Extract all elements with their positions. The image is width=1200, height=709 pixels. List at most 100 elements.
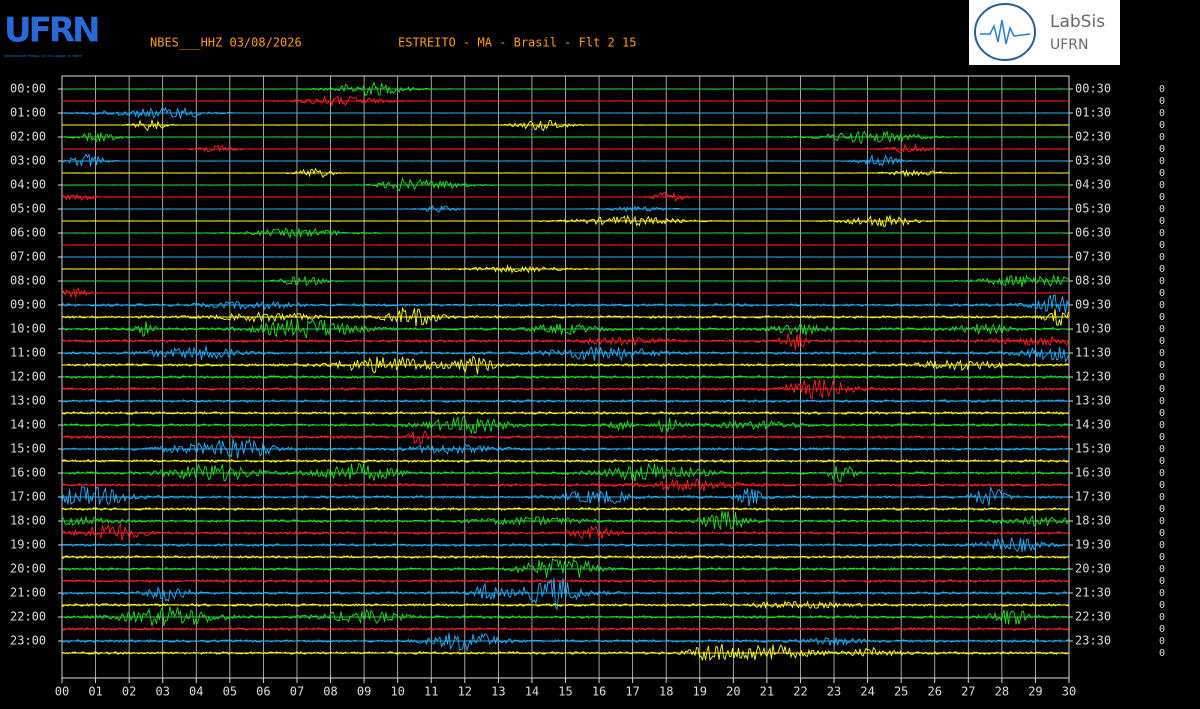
right-time-label: 21:30 bbox=[1075, 586, 1111, 600]
left-time-label: 10:00 bbox=[10, 322, 46, 336]
right-time-label: 23:30 bbox=[1075, 634, 1111, 648]
right-time-label: 14:30 bbox=[1075, 418, 1111, 432]
row-zero: 0 bbox=[1159, 372, 1165, 383]
x-tick-label: 17 bbox=[625, 685, 639, 699]
row-zero: 0 bbox=[1159, 648, 1165, 659]
left-time-label: 01:00 bbox=[10, 106, 46, 120]
x-tick-label: 21 bbox=[760, 685, 774, 699]
row-zero: 0 bbox=[1159, 300, 1165, 311]
right-time-label: 01:30 bbox=[1075, 106, 1111, 120]
row-zero: 0 bbox=[1159, 324, 1165, 335]
left-time-label: 08:00 bbox=[10, 274, 46, 288]
x-tick-label: 04 bbox=[189, 685, 203, 699]
left-time-label: 12:00 bbox=[10, 370, 46, 384]
station-title: NBES___HHZ 03/08/2026 bbox=[150, 36, 302, 50]
x-tick-label: 07 bbox=[290, 685, 304, 699]
right-time-label: 09:30 bbox=[1075, 298, 1111, 312]
row-zero: 0 bbox=[1159, 144, 1165, 155]
row-zero: 0 bbox=[1159, 612, 1165, 623]
row-zero: 0 bbox=[1159, 600, 1165, 611]
right-time-label: 02:30 bbox=[1075, 130, 1111, 144]
left-time-label: 17:00 bbox=[10, 490, 46, 504]
left-time-label: 15:00 bbox=[10, 442, 46, 456]
row-zero: 0 bbox=[1159, 252, 1165, 263]
row-zero: 0 bbox=[1159, 204, 1165, 215]
logo-box bbox=[969, 0, 1120, 65]
row-zero: 0 bbox=[1159, 384, 1165, 395]
row-zero: 0 bbox=[1159, 288, 1165, 299]
row-zero: 0 bbox=[1159, 240, 1165, 251]
left-time-label: 05:00 bbox=[10, 202, 46, 216]
row-zero: 0 bbox=[1159, 432, 1165, 443]
logo-text: UFRN bbox=[4, 11, 98, 51]
row-zero: 0 bbox=[1159, 168, 1165, 179]
left-time-label: 21:00 bbox=[10, 586, 46, 600]
x-tick-label: 15 bbox=[558, 685, 572, 699]
x-tick-label: 11 bbox=[424, 685, 438, 699]
x-tick-label: 02 bbox=[122, 685, 136, 699]
x-tick-label: 28 bbox=[995, 685, 1009, 699]
x-tick-label: 29 bbox=[1028, 685, 1042, 699]
logo-subtitle: UFRN bbox=[1050, 37, 1089, 53]
right-time-label: 05:30 bbox=[1075, 202, 1111, 216]
row-zero: 0 bbox=[1159, 408, 1165, 419]
right-time-label: 13:30 bbox=[1075, 394, 1111, 408]
row-zero: 0 bbox=[1159, 264, 1165, 275]
right-time-label: 11:30 bbox=[1075, 346, 1111, 360]
x-tick-label: 09 bbox=[357, 685, 371, 699]
x-tick-label: 01 bbox=[88, 685, 102, 699]
row-zero: 0 bbox=[1159, 492, 1165, 503]
row-zero: 0 bbox=[1159, 468, 1165, 479]
x-tick-label: 08 bbox=[323, 685, 337, 699]
row-zero: 0 bbox=[1159, 120, 1165, 131]
row-zero: 0 bbox=[1159, 456, 1165, 467]
right-time-label: 15:30 bbox=[1075, 442, 1111, 456]
x-tick-label: 13 bbox=[491, 685, 505, 699]
left-time-label: 19:00 bbox=[10, 538, 46, 552]
left-time-label: 07:00 bbox=[10, 250, 46, 264]
x-tick-label: 25 bbox=[894, 685, 908, 699]
row-zero: 0 bbox=[1159, 108, 1165, 119]
row-zero: 0 bbox=[1159, 624, 1165, 635]
row-zero: 0 bbox=[1159, 192, 1165, 203]
left-time-label: 13:00 bbox=[10, 394, 46, 408]
row-zero: 0 bbox=[1159, 276, 1165, 287]
x-tick-label: 05 bbox=[223, 685, 237, 699]
x-tick-label: 27 bbox=[961, 685, 975, 699]
row-zero: 0 bbox=[1159, 228, 1165, 239]
x-tick-label: 14 bbox=[525, 685, 539, 699]
left-time-label: 02:00 bbox=[10, 130, 46, 144]
row-zero: 0 bbox=[1159, 552, 1165, 563]
row-zero: 0 bbox=[1159, 540, 1165, 551]
x-tick-label: 26 bbox=[928, 685, 942, 699]
row-zero: 0 bbox=[1159, 336, 1165, 347]
x-tick-label: 03 bbox=[155, 685, 169, 699]
right-time-label: 10:30 bbox=[1075, 322, 1111, 336]
x-tick-label: 12 bbox=[458, 685, 472, 699]
row-zero: 0 bbox=[1159, 360, 1165, 371]
left-time-label: 23:00 bbox=[10, 634, 46, 648]
row-zero: 0 bbox=[1159, 180, 1165, 191]
right-time-label: 19:30 bbox=[1075, 538, 1111, 552]
x-tick-label: 18 bbox=[659, 685, 673, 699]
row-zero: 0 bbox=[1159, 312, 1165, 323]
logo-subtitle: UNIVERSIDADE FEDERAL DO RIO GRANDE DO NO… bbox=[4, 54, 82, 58]
row-zero: 0 bbox=[1159, 636, 1165, 647]
x-tick-label: 24 bbox=[860, 685, 874, 699]
right-time-label: 22:30 bbox=[1075, 610, 1111, 624]
left-time-label: 16:00 bbox=[10, 466, 46, 480]
x-tick-label: 22 bbox=[793, 685, 807, 699]
row-zero: 0 bbox=[1159, 84, 1165, 95]
right-time-label: 17:30 bbox=[1075, 490, 1111, 504]
logo-title: LabSis bbox=[1050, 12, 1105, 32]
row-zero: 0 bbox=[1159, 396, 1165, 407]
location-title: ESTREITO - MA - Brasil - Flt 2 15 bbox=[398, 36, 636, 50]
row-zero: 0 bbox=[1159, 444, 1165, 455]
right-time-label: 00:30 bbox=[1075, 82, 1111, 96]
row-zero: 0 bbox=[1159, 480, 1165, 491]
right-time-label: 08:30 bbox=[1075, 274, 1111, 288]
right-time-label: 16:30 bbox=[1075, 466, 1111, 480]
row-zero: 0 bbox=[1159, 96, 1165, 107]
